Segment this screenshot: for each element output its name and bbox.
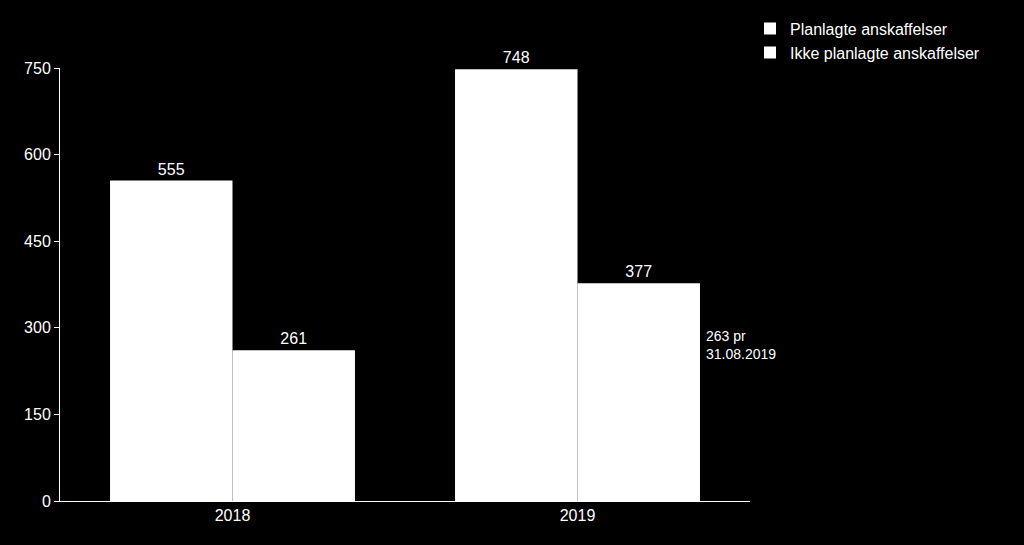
- svg-text:150: 150: [24, 406, 51, 423]
- svg-text:555: 555: [158, 161, 185, 178]
- svg-text:Planlagte anskaffelser: Planlagte anskaffelser: [790, 21, 948, 38]
- svg-text:2019: 2019: [560, 507, 596, 524]
- svg-text:261: 261: [280, 330, 307, 347]
- svg-text:750: 750: [24, 60, 51, 77]
- svg-text:Ikke planlagte anskaffelser: Ikke planlagte anskaffelser: [790, 45, 980, 62]
- svg-text:300: 300: [24, 319, 51, 336]
- svg-text:600: 600: [24, 146, 51, 163]
- svg-text:748: 748: [503, 49, 530, 66]
- svg-text:0: 0: [42, 493, 51, 510]
- svg-text:377: 377: [625, 263, 652, 280]
- svg-text:450: 450: [24, 233, 51, 250]
- svg-text:2018: 2018: [215, 507, 251, 524]
- svg-text:263 pr31.08.2019: 263 pr31.08.2019: [706, 328, 776, 362]
